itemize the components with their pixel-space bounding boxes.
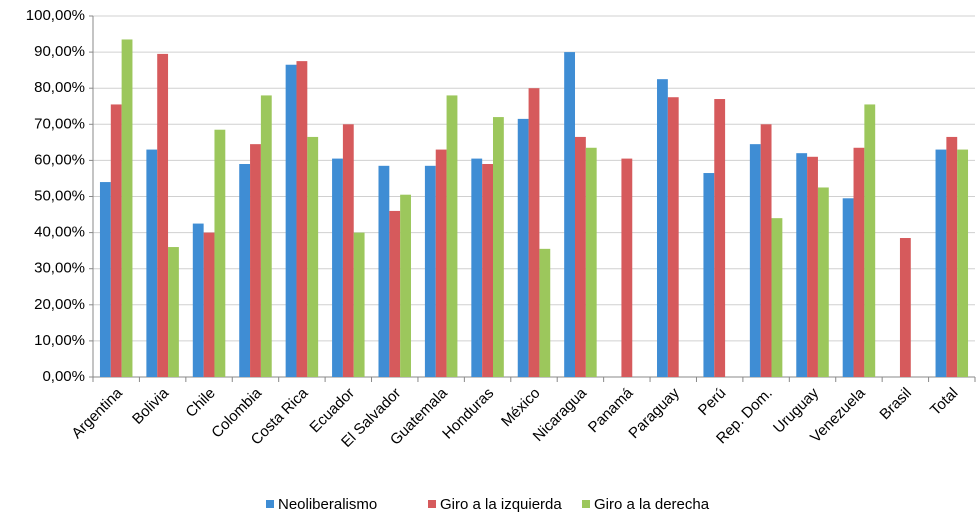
bar bbox=[378, 165, 390, 377]
bar bbox=[482, 164, 493, 377]
bar bbox=[446, 95, 458, 378]
y-tick-label: 20,00% bbox=[34, 296, 85, 313]
bar bbox=[110, 104, 122, 377]
bar bbox=[146, 149, 158, 377]
y-tick-label: 70,00% bbox=[34, 115, 85, 132]
y-tick-label: 80,00% bbox=[34, 79, 85, 96]
bar bbox=[539, 248, 551, 377]
bar bbox=[564, 52, 576, 377]
bar bbox=[528, 88, 540, 377]
bar bbox=[842, 198, 854, 377]
bar bbox=[99, 182, 111, 377]
bar bbox=[703, 173, 715, 377]
bar bbox=[424, 165, 436, 377]
x-tick-label: Argentina bbox=[68, 384, 126, 442]
x-tick-label: Bolivia bbox=[129, 384, 173, 428]
bar bbox=[203, 232, 215, 377]
legend-label: Neoliberalismo bbox=[278, 496, 377, 513]
y-tick-label: 0,00% bbox=[42, 368, 85, 385]
y-tick-label: 30,00% bbox=[34, 260, 85, 277]
y-tick-label: 100,00% bbox=[26, 7, 85, 24]
bar bbox=[239, 164, 251, 377]
x-tick-label: México bbox=[498, 385, 544, 431]
y-tick-label: 90,00% bbox=[34, 43, 85, 60]
bar bbox=[353, 232, 365, 377]
bar bbox=[307, 136, 319, 377]
legend-swatch bbox=[266, 500, 274, 508]
legend-label: Giro a la derecha bbox=[594, 496, 710, 513]
bar bbox=[585, 147, 597, 377]
bar bbox=[168, 247, 179, 377]
y-tick-label: 40,00% bbox=[34, 224, 85, 241]
x-tick-label: Total bbox=[927, 385, 961, 419]
bar bbox=[400, 194, 411, 377]
y-tick-label: 60,00% bbox=[34, 151, 85, 168]
bar bbox=[492, 117, 504, 377]
bar bbox=[817, 187, 829, 377]
y-tick-label: 10,00% bbox=[34, 332, 85, 349]
legend-swatch bbox=[582, 500, 590, 508]
bar bbox=[192, 223, 204, 377]
bar bbox=[342, 124, 354, 377]
bar bbox=[749, 144, 761, 377]
bar bbox=[389, 210, 401, 377]
bar bbox=[296, 61, 308, 377]
bar bbox=[957, 149, 969, 377]
bar bbox=[214, 129, 226, 377]
legend-label: Giro a la izquierda bbox=[440, 496, 562, 513]
bar bbox=[621, 158, 633, 377]
bar bbox=[853, 147, 865, 377]
legend-swatch bbox=[428, 500, 436, 508]
bar bbox=[435, 149, 447, 377]
bar bbox=[771, 218, 783, 377]
bar bbox=[946, 136, 958, 377]
bar bbox=[760, 124, 772, 377]
bar bbox=[471, 158, 483, 377]
x-tick-label: Perú bbox=[695, 385, 729, 419]
bar bbox=[517, 118, 529, 377]
bar bbox=[899, 238, 911, 377]
bar bbox=[657, 79, 668, 378]
bar bbox=[121, 39, 133, 378]
x-tick-label: Honduras bbox=[439, 385, 497, 443]
bar bbox=[667, 97, 679, 377]
bar bbox=[157, 53, 169, 377]
bar bbox=[575, 136, 586, 377]
bar bbox=[807, 156, 818, 377]
bar bbox=[935, 149, 947, 377]
bar bbox=[864, 104, 876, 377]
y-tick-label: 50,00% bbox=[34, 187, 85, 204]
bar bbox=[250, 144, 261, 377]
x-tick-label: Paraguay bbox=[625, 384, 683, 442]
bar bbox=[260, 95, 272, 378]
x-tick-label: Brasil bbox=[876, 385, 915, 424]
bar bbox=[796, 153, 808, 377]
bar bbox=[332, 158, 343, 377]
bar bbox=[714, 99, 726, 377]
bar bbox=[285, 64, 297, 378]
x-tick-label: Chile bbox=[182, 385, 218, 421]
